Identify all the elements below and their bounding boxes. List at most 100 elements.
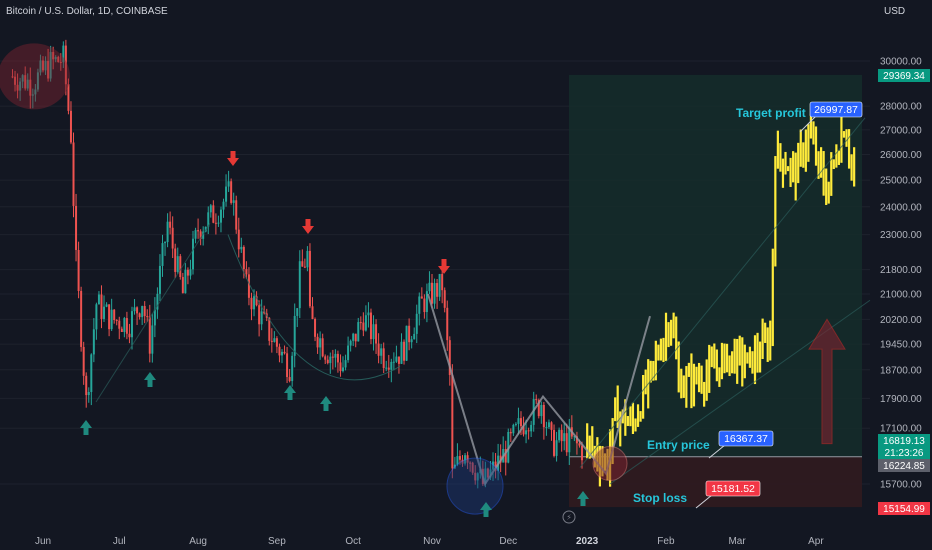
candle [92,329,95,355]
up-arrow-icon[interactable] [577,491,589,506]
up-arrow-icon[interactable] [80,420,92,435]
projection-bar [769,320,772,361]
candle [431,282,433,304]
candle [49,51,52,79]
candle [156,293,159,310]
candle [349,340,352,346]
candle [62,45,65,63]
projection-bar [718,367,721,387]
candle [301,261,304,267]
candle [26,79,29,89]
symbol-title[interactable]: Bitcoin / U.S. Dollar, 1D, COINBASE [6,6,168,17]
target-callout-box[interactable] [809,101,863,118]
up-arrow-icon[interactable] [320,396,332,411]
candle [334,353,337,358]
channel-upper[interactable] [579,117,866,468]
candle [489,469,492,478]
candle [469,462,472,464]
candle [242,246,245,270]
lightning-icon[interactable] [562,510,576,524]
candle [420,296,423,299]
candle [34,89,37,95]
candle [217,222,220,224]
candle [369,312,372,340]
price-tag[interactable] [878,459,930,472]
stop-callout-value: 15181.52 [711,483,755,495]
projection-bar [705,359,708,401]
candle [194,230,197,239]
top-ellipse[interactable] [0,43,70,110]
big-up-arrow-icon[interactable] [808,318,846,445]
price-tag-value: 15154.99 [883,504,925,515]
candle [326,359,329,364]
candle [466,455,469,463]
projection-bar [764,322,767,343]
stop-callout-box[interactable] [705,480,761,497]
candle [336,353,339,363]
price-tag-value: 16819.13 [883,436,925,447]
candle [39,60,42,73]
candle [474,472,477,481]
projection-bar [725,343,729,373]
projection-bar [761,318,764,360]
projection-bar [636,404,640,427]
cup-curve[interactable] [227,234,401,381]
projection-bar [776,130,779,169]
price-tag[interactable] [878,69,930,82]
projection-bar [703,381,706,407]
candle [143,306,146,317]
candle [31,94,34,96]
candle [202,231,205,239]
candle [408,325,411,343]
entry-callout-box[interactable] [718,430,774,447]
entry-circle[interactable] [592,446,628,482]
drawings[interactable] [95,117,871,487]
price-tag[interactable] [878,502,930,515]
candle [253,296,256,310]
candle [342,367,345,372]
projection-bar [664,312,668,361]
down-arrow-icon[interactable] [438,259,450,274]
candle [97,294,100,305]
candle [530,424,533,432]
candle [105,304,108,307]
price-tag[interactable] [878,446,930,459]
candle [197,230,200,232]
price-tag[interactable] [878,434,930,447]
y-tick-label: 17900.00 [880,394,922,405]
down-arrow-icon[interactable] [227,151,239,166]
candle [260,311,263,325]
candle [113,309,116,321]
candle [161,243,164,266]
down-arrow-icon[interactable] [302,219,314,234]
up-arrow-icon[interactable] [284,385,296,400]
projection-bar [723,343,726,374]
projection-bar [845,129,848,147]
candle [275,338,278,347]
candle [542,404,545,428]
candle [464,455,467,464]
candle [484,468,487,484]
candle [120,328,123,332]
candle [14,76,17,85]
candle [581,445,584,461]
candle [130,311,133,338]
candle [397,356,400,364]
w-pattern[interactable] [427,293,651,487]
projection-bar [779,143,782,172]
candle [453,464,456,469]
up-arrow-icon[interactable] [480,502,492,517]
projection-bar [771,248,774,347]
projection-bar [616,385,619,428]
projection-bar [840,115,843,163]
candle [21,75,24,82]
up-arrow-icon[interactable] [144,372,156,387]
bottom-ellipse[interactable] [446,457,504,515]
trend-line[interactable] [95,223,211,403]
candle [250,297,253,310]
projection-bar [588,435,591,459]
candle [357,322,360,342]
candle [118,320,121,329]
candle [103,306,106,319]
